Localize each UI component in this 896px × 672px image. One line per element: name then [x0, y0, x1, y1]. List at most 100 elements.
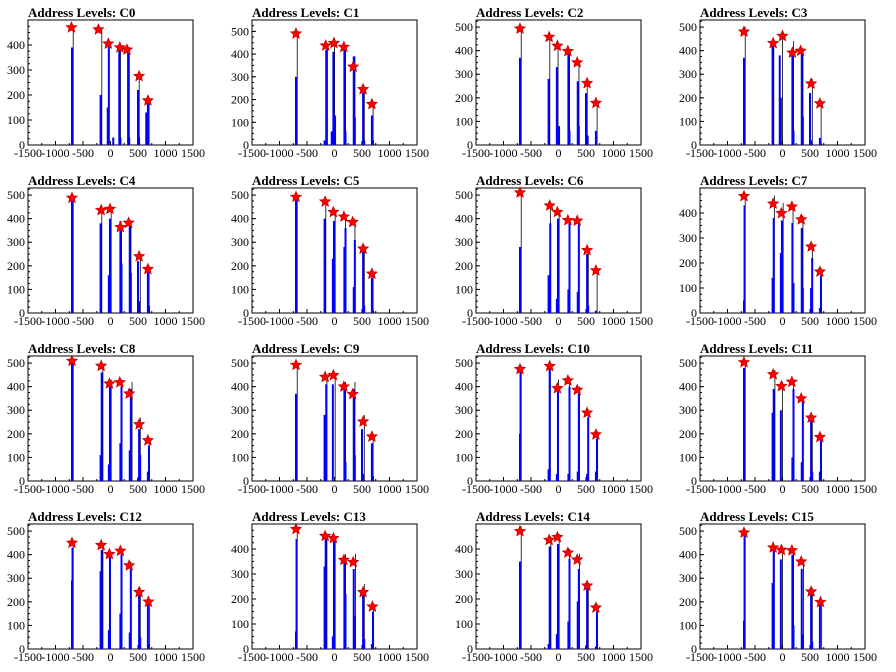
- histogram-bar: [810, 419, 813, 481]
- histogram-bar: [108, 557, 111, 649]
- histogram-bar: [792, 283, 795, 313]
- histogram-bar: [148, 644, 150, 649]
- histogram-bar: [547, 78, 550, 145]
- peak-marker: [65, 536, 79, 549]
- peak-marker: [327, 36, 341, 49]
- histogram-bar: [107, 464, 110, 481]
- peak-marker: [513, 186, 527, 199]
- histogram-bar: [567, 621, 570, 649]
- peak-marker: [561, 373, 575, 386]
- x-tick-label: -500: [744, 482, 766, 496]
- peak-marker: [142, 595, 155, 608]
- y-tick-label: 0: [691, 138, 697, 152]
- histogram-bar: [811, 258, 814, 313]
- histogram-bar: [128, 137, 131, 145]
- x-tick-label: -500: [520, 650, 542, 664]
- histogram-bar: [370, 277, 373, 313]
- histogram-bar: [344, 594, 347, 649]
- peak-marker: [132, 585, 146, 598]
- x-tick-label: 500: [577, 482, 595, 496]
- histogram-bar: [791, 223, 794, 313]
- histogram-bar: [801, 116, 804, 145]
- peak-marker: [543, 359, 556, 372]
- x-tick-label: -1500: [14, 650, 42, 664]
- panel-c10: Address Levels: C10 -1500 -1000 -500 0 500 100…: [455, 341, 653, 496]
- peak-marker: [571, 55, 584, 68]
- peak-marker: [813, 430, 827, 443]
- x-tick-label: 1000: [378, 482, 402, 496]
- peak-marker: [65, 20, 78, 33]
- histogram-bar: [363, 639, 366, 649]
- peak-marker: [804, 585, 818, 597]
- x-tick-label: 500: [353, 314, 371, 328]
- x-tick-label: -500: [72, 650, 94, 664]
- histogram-bar: [519, 57, 521, 145]
- panel-title: Address Levels: C15: [700, 509, 814, 524]
- histogram-bar: [372, 310, 374, 313]
- histogram-bar: [361, 429, 363, 481]
- x-tick-label: 500: [577, 146, 595, 160]
- x-tick-label: 500: [801, 314, 819, 328]
- histogram-bar: [120, 386, 123, 481]
- histogram-bar: [596, 438, 598, 481]
- peak-marker: [347, 555, 360, 568]
- x-tick-label: -1500: [238, 650, 266, 664]
- x-tick-label: 1000: [378, 314, 402, 328]
- y-tick-label: 200: [231, 427, 249, 441]
- peak-marker: [589, 601, 603, 614]
- x-tick-label: 1000: [826, 314, 850, 328]
- histogram-bar: [325, 384, 328, 481]
- x-tick-label: 0: [556, 314, 562, 328]
- x-tick-label: -1000: [266, 314, 294, 328]
- x-tick-label: 0: [780, 482, 786, 496]
- peak-marker: [103, 202, 117, 215]
- histogram-bar: [791, 55, 794, 145]
- x-tick-label: -500: [520, 146, 542, 160]
- histogram-bar: [99, 95, 102, 145]
- histogram-bar: [556, 389, 559, 481]
- peak-marker: [65, 191, 79, 204]
- y-tick-label: 200: [7, 595, 25, 609]
- histogram-bar: [779, 97, 782, 145]
- histogram-bar: [594, 310, 597, 313]
- panel-c13: Address Levels: C13 -1500 -1000 -500 0 500 100…: [231, 509, 429, 664]
- histogram-bar: [372, 476, 374, 481]
- histogram-bar: [792, 625, 795, 649]
- y-tick-label: 400: [679, 548, 697, 562]
- histogram-bar: [547, 275, 550, 313]
- y-tick-label: 100: [455, 114, 473, 128]
- y-tick-label: 100: [455, 282, 473, 296]
- x-tick-label: 1500: [629, 482, 653, 496]
- x-tick-label: -500: [72, 482, 94, 496]
- peak-marker: [122, 216, 135, 229]
- histogram-bar: [818, 471, 821, 481]
- peak-marker: [289, 27, 303, 39]
- histogram-bar: [146, 270, 149, 313]
- y-tick-label: 300: [455, 403, 473, 417]
- histogram-bar: [119, 137, 122, 145]
- histogram-bar: [547, 644, 550, 649]
- peak-marker: [132, 69, 146, 82]
- peak-marker: [775, 206, 788, 219]
- y-tick-label: 200: [7, 259, 25, 273]
- histogram-bar: [119, 221, 122, 313]
- y-tick-label: 200: [455, 259, 473, 273]
- histogram-bar: [801, 634, 804, 649]
- histogram-bar: [372, 140, 374, 145]
- y-tick-label: 100: [679, 281, 697, 295]
- y-tick-label: 400: [679, 44, 697, 58]
- y-tick-label: 100: [7, 618, 25, 632]
- histogram-bar: [343, 389, 346, 481]
- histogram-bar: [586, 135, 589, 145]
- histogram-bar: [779, 559, 782, 649]
- y-tick-label: 0: [691, 306, 697, 320]
- histogram-bar: [323, 414, 326, 481]
- histogram-bar: [119, 613, 122, 649]
- peak-marker: [141, 433, 155, 446]
- y-tick-label: 0: [19, 642, 25, 656]
- histogram-bar: [820, 438, 822, 481]
- peak-marker: [776, 29, 789, 42]
- y-tick-label: 300: [7, 571, 25, 585]
- histogram-bar: [809, 93, 811, 145]
- histogram-bar: [771, 582, 774, 649]
